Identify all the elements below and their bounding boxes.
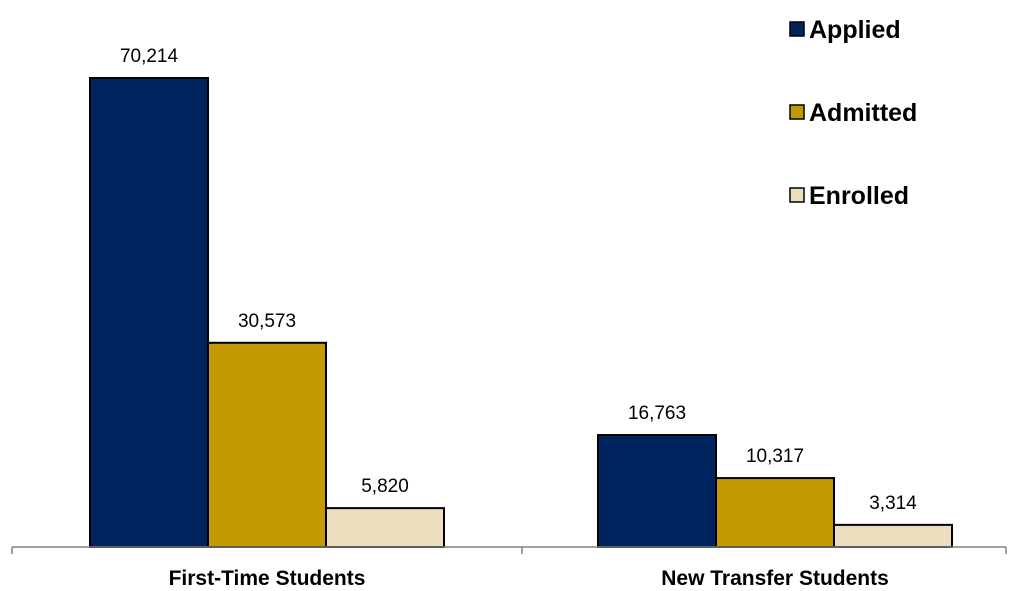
legend-label-applied: Applied: [809, 16, 901, 44]
bar-applied-first-time-students: [89, 77, 209, 548]
bar-applied-new-transfer-students: [597, 434, 717, 549]
data-label-enrolled-new-transfer-students: 3,314: [869, 493, 917, 514]
bar-admitted-first-time-students: [207, 341, 327, 548]
bar-enrolled-first-time-students: [325, 507, 445, 548]
legend-label-enrolled: Enrolled: [809, 182, 909, 210]
data-label-admitted-new-transfer-students: 10,317: [746, 446, 804, 467]
legend-swatch-enrolled: [789, 187, 805, 203]
category-labels-group: First-Time Students New Transfer Students: [169, 567, 889, 590]
data-label-applied-new-transfer-students: 16,763: [628, 403, 686, 424]
data-label-enrolled-first-time-students: 5,820: [361, 476, 409, 497]
category-label-new-transfer-students: New Transfer Students: [661, 567, 889, 590]
bar-enrolled-new-transfer-students: [833, 523, 953, 549]
legend-swatch-admitted: [789, 104, 805, 120]
category-label-first-time-students: First-Time Students: [169, 567, 366, 590]
data-labels-group: 70,214 30,573 5,820 16,763 10,317 3,314: [120, 46, 917, 514]
bars-group: [89, 77, 953, 549]
legend: Applied Admitted Enrolled: [789, 16, 917, 210]
x-axis: [11, 546, 1007, 554]
data-label-admitted-first-time-students: 30,573: [238, 311, 296, 332]
data-label-applied-first-time-students: 70,214: [120, 46, 179, 67]
legend-label-admitted: Admitted: [809, 99, 917, 127]
bar-admitted-new-transfer-students: [715, 477, 835, 549]
legend-swatch-applied: [789, 21, 805, 37]
